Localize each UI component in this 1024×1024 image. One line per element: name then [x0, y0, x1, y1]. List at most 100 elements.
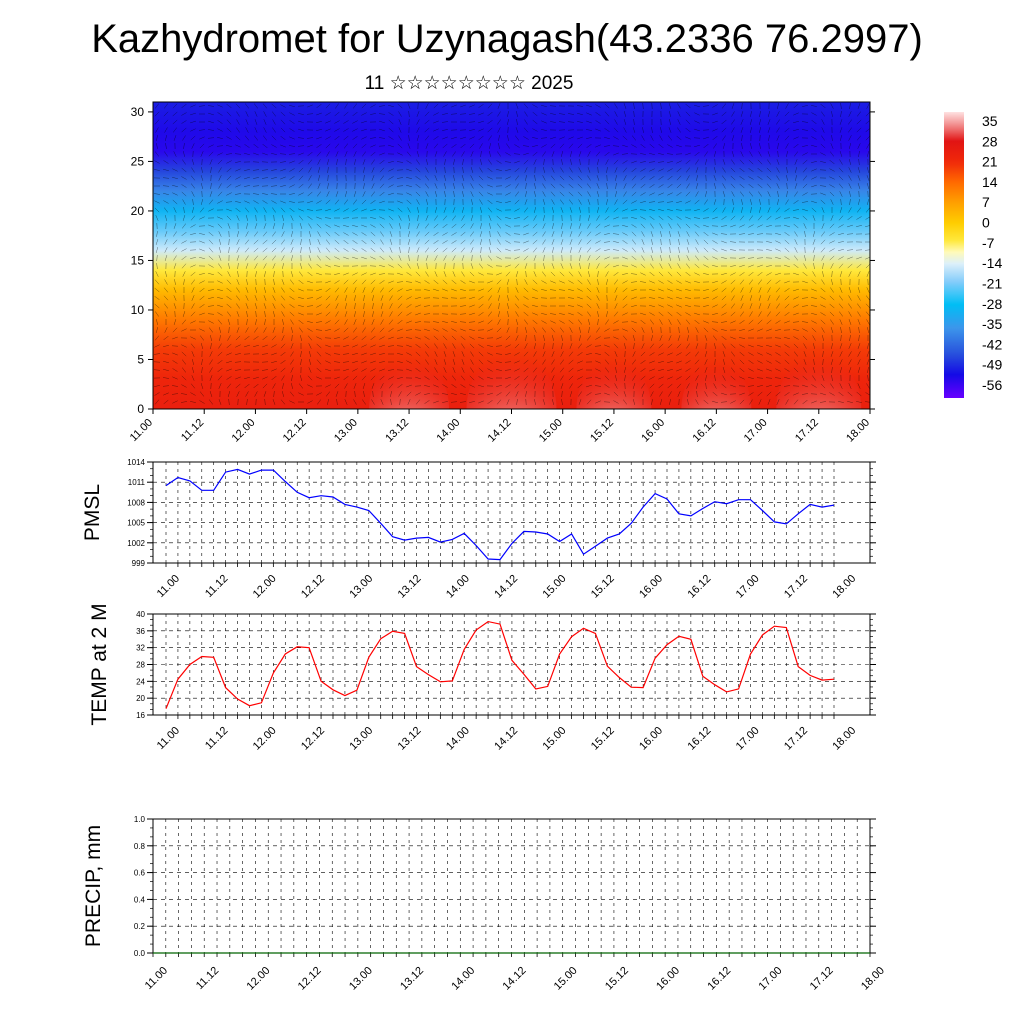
warm-core-16.12: [681, 362, 752, 409]
pmsl-ytick-label: 1008: [127, 498, 145, 507]
pmsl-xtick-label: 16.00: [637, 573, 665, 601]
colorbar: 35 28 21 14 7 0 -7 -14 -21 -28 -35 -42 -49 -56: [944, 112, 1002, 398]
pmsl-ytick-label: 1002: [127, 539, 145, 548]
precip-ytick-label: 0.0: [134, 949, 146, 958]
colorbar-label: -49: [982, 357, 1002, 373]
temp2m-xtick-label: 11.00: [155, 725, 182, 752]
heatmap-xtick-label: 13.12: [383, 417, 411, 445]
colorbar-label: -21: [982, 275, 1002, 291]
precip-ytick-label: 0.8: [134, 842, 146, 851]
pmsl-xtick-label: 12.12: [299, 573, 327, 601]
heatmap-xtick-label: 16.00: [639, 417, 667, 445]
temp2m-xtick-label: 12.00: [251, 725, 279, 753]
precip-xtick-label: 12.00: [245, 965, 273, 993]
surface-warm-cores: [369, 352, 862, 409]
precip-xtick-label: 11.12: [194, 965, 221, 992]
temp2m-xtick-label: 14.12: [492, 725, 520, 753]
pmsl-xtick-label: 13.12: [396, 573, 424, 601]
colorbar-ramp: [944, 112, 964, 398]
precip-xtick-label: 11.00: [143, 965, 170, 992]
pmsl-ytick-label: 999: [132, 559, 146, 568]
pmsl-xtick-label: 14.00: [444, 573, 472, 601]
heatmap-xtick-label: 18.00: [844, 417, 872, 445]
colorbar-label: 21: [982, 154, 998, 170]
wind-vectors: [153, 102, 870, 406]
colorbar-label: -14: [982, 255, 1002, 271]
precip-xtick-label: 12.12: [296, 965, 324, 993]
temp2m-ytick-label: 32: [136, 644, 145, 653]
pmsl-xtick-label: 12.00: [251, 573, 279, 601]
heatmap-ytick-label: 5: [137, 352, 144, 366]
heatmap-ytick-label: 25: [131, 154, 145, 168]
pmsl-frame: [152, 461, 871, 564]
temp2m-xtick-label: 13.00: [347, 725, 375, 753]
heatmap-xtick-label: 12.12: [281, 417, 309, 445]
temp2m-xtick-label: 14.00: [444, 725, 472, 753]
heatmap-ytick-label: 20: [131, 204, 145, 218]
colorbar-label: 14: [982, 174, 998, 190]
pmsl-xtick-label: 17.12: [782, 573, 810, 601]
pmsl-xtick-label: 11.00: [155, 573, 182, 600]
precip-ytick-label: 1.0: [134, 815, 146, 824]
colorbar-label: 28: [982, 133, 998, 149]
temp2m-xtick-label: 17.12: [782, 725, 810, 753]
pmsl-xtick-label: 16.12: [685, 573, 713, 601]
temp2m-ylabel: TEMP at 2 M: [88, 603, 111, 725]
temp2m-xtick-label: 11.12: [203, 725, 230, 752]
heatmap-xtick-label: 15.00: [537, 417, 565, 445]
temp2m-xtick-label: 16.00: [637, 725, 665, 753]
pmsl-xtick-label: 14.12: [492, 573, 520, 601]
pmsl-ytick-label: 1005: [127, 519, 145, 528]
temp2m-ytick-label: 28: [136, 661, 145, 670]
heatmap-xtick-label: 16.12: [691, 417, 719, 445]
precip-xtick-label: 17.12: [808, 965, 836, 993]
heatmap-xtick-label: 14.00: [434, 417, 462, 445]
pmsl-ytick-label: 1014: [127, 458, 145, 467]
precip-xtick-label: 17.00: [757, 965, 785, 993]
precip-xtick-label: 15.12: [603, 965, 631, 993]
temp2m-ytick-label: 20: [136, 694, 145, 703]
pmsl-xtick-label: 15.12: [589, 573, 617, 601]
temp2m-xtick-label: 15.12: [589, 725, 617, 753]
heatmap-ytick-label: 0: [137, 402, 144, 416]
colorbar-label: 35: [982, 113, 998, 129]
precip-panel: 0.0 0.2 0.4 0.6 0.8 1.0 11.00 11.12 12.00 12.12 13…: [82, 815, 887, 993]
colorbar-label: 7: [982, 194, 990, 210]
precip-xtick-label: 16.12: [705, 965, 733, 993]
temp2m-ytick-label: 36: [136, 627, 145, 636]
precip-ytick-label: 0.6: [134, 869, 146, 878]
temp2m-xtick-label: 17.00: [734, 725, 762, 753]
heatmap-xtick-label: 11.00: [128, 417, 155, 444]
precip-ylabel: PRECIP, mm: [82, 825, 105, 947]
pmsl-xtick-label: 11.12: [203, 573, 230, 600]
precip-xtick-label: 14.00: [449, 965, 477, 993]
temp2m-xtick-label: 15.00: [541, 725, 569, 753]
temp2m-ytick-label: 24: [136, 677, 145, 686]
warm-core-13.12: [369, 357, 450, 409]
warm-core-14.12: [466, 352, 557, 409]
chart-title: Kazhydromet for Uzynagash(43.2336 76.299…: [91, 17, 923, 61]
heatmap-xtick-label: 15.12: [588, 417, 616, 445]
colorbar-label: -42: [982, 336, 1002, 352]
temp2m-panel: 16 20 24 28 32 36 40 11.00 11.12 12.00 12.12 13.00 1…: [88, 603, 876, 753]
colorbar-label: -7: [982, 235, 995, 251]
heatmap-ytick-label: 10: [131, 303, 145, 317]
temp2m-ytick-label: 40: [136, 610, 145, 619]
heatmap-xtick-label: 13.00: [332, 417, 360, 445]
pmsl-panel: 999 1002 1005 1008 1011 1014 11.00 11.12 12.00 12…: [81, 458, 876, 601]
heatmap-xtick-label: 11.12: [179, 417, 206, 444]
wind-vector-field: [153, 102, 870, 406]
colorbar-label: -56: [982, 377, 1002, 393]
precip-xtick-label: 16.00: [654, 965, 682, 993]
pmsl-xtick-label: 17.00: [734, 573, 762, 601]
precip-xtick-label: 13.00: [347, 965, 375, 993]
temp2m-xtick-label: 12.12: [299, 725, 327, 753]
colorbar-label: -28: [982, 296, 1002, 312]
colorbar-labels: 35 28 21 14 7 0 -7 -14 -21 -28 -35 -42 -49 -56: [982, 113, 1002, 393]
temp2m-ytick-label: 16: [136, 711, 145, 720]
chart-subtitle: 11 ☆☆☆☆☆☆☆☆ 2025: [364, 73, 574, 94]
heatmap-panel: 0 5 10 15 20 25 30 11.00 11.12 12.00 12.12 13.00 13.…: [128, 101, 875, 445]
temp2m-xtick-label: 13.12: [396, 725, 424, 753]
colorbar-label: -35: [982, 316, 1002, 332]
